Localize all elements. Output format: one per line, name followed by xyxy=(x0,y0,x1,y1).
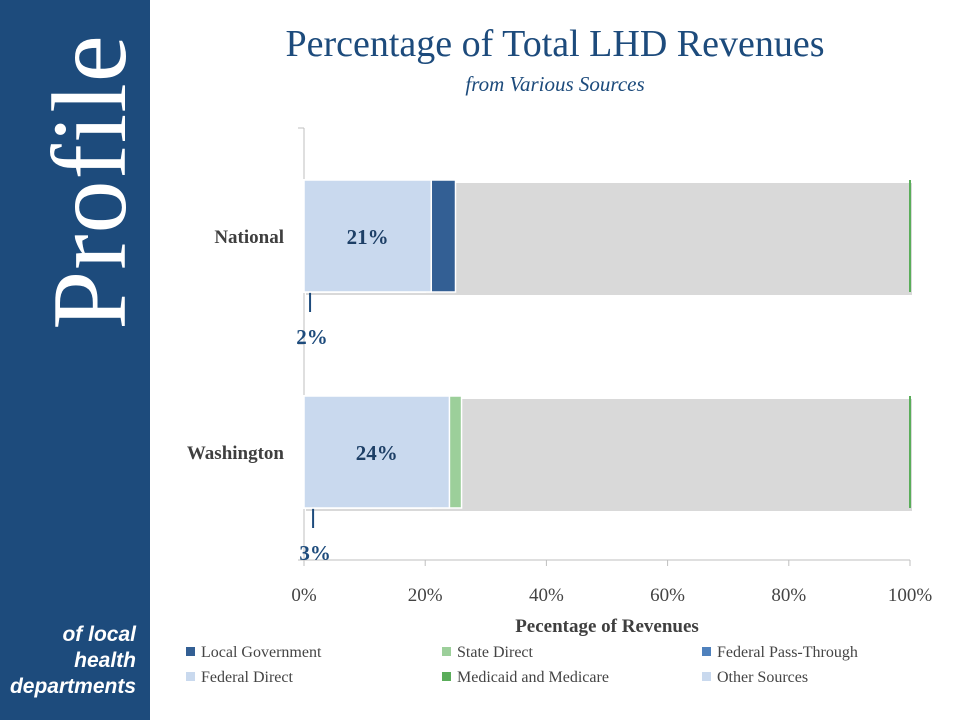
x-tick-label: 40% xyxy=(529,585,564,606)
legend-label: Federal Pass-Through xyxy=(717,644,858,661)
legend-swatch xyxy=(186,647,195,656)
legend-item: Federal Pass-Through xyxy=(702,644,858,662)
x-tick-label: 60% xyxy=(650,585,685,606)
category-label: Washington xyxy=(187,443,285,464)
data-label: 21% xyxy=(347,225,389,249)
legend-swatch xyxy=(442,647,451,656)
bar-segment xyxy=(303,179,433,293)
chart-subtitle: from Various Sources xyxy=(465,72,645,96)
x-axis-title: Pecentage of Revenues xyxy=(515,616,699,637)
sidebar: Profile of local health departments xyxy=(0,0,150,720)
legend-swatch xyxy=(186,672,195,681)
legend-label: Local Government xyxy=(201,644,322,661)
data-label: 3% xyxy=(299,541,331,565)
tagline-line-2: health xyxy=(74,649,136,672)
legend-swatch xyxy=(442,672,451,681)
legend-label: State Direct xyxy=(457,644,533,661)
x-tick-label: 0% xyxy=(291,585,317,606)
chart-title: Percentage of Total LHD Revenues xyxy=(285,23,825,65)
legend-item: Medicaid and Medicare xyxy=(442,669,609,687)
bar-segment xyxy=(303,395,451,509)
x-tick-label: 80% xyxy=(771,585,806,606)
legend-label: Other Sources xyxy=(717,669,809,686)
legend-swatch xyxy=(702,647,711,656)
legend-item: Other Sources xyxy=(702,669,808,687)
legend-item: Federal Direct xyxy=(186,669,293,687)
legend-item: State Direct xyxy=(442,644,533,662)
legend-item: Local Government xyxy=(186,644,321,662)
data-label: 24% xyxy=(356,441,398,465)
tagline-line-3: departments xyxy=(9,675,136,698)
data-label: 2% xyxy=(296,325,328,349)
category-label: National xyxy=(214,227,284,248)
tagline: of local health departments xyxy=(10,622,136,700)
legend-swatch xyxy=(702,672,711,681)
legend-label: Federal Direct xyxy=(201,669,293,686)
legend-label: Medicaid and Medicare xyxy=(457,669,609,686)
x-tick-label: 100% xyxy=(888,585,933,606)
tagline-line-1: of local xyxy=(62,623,136,646)
x-tick-label: 20% xyxy=(408,585,443,606)
